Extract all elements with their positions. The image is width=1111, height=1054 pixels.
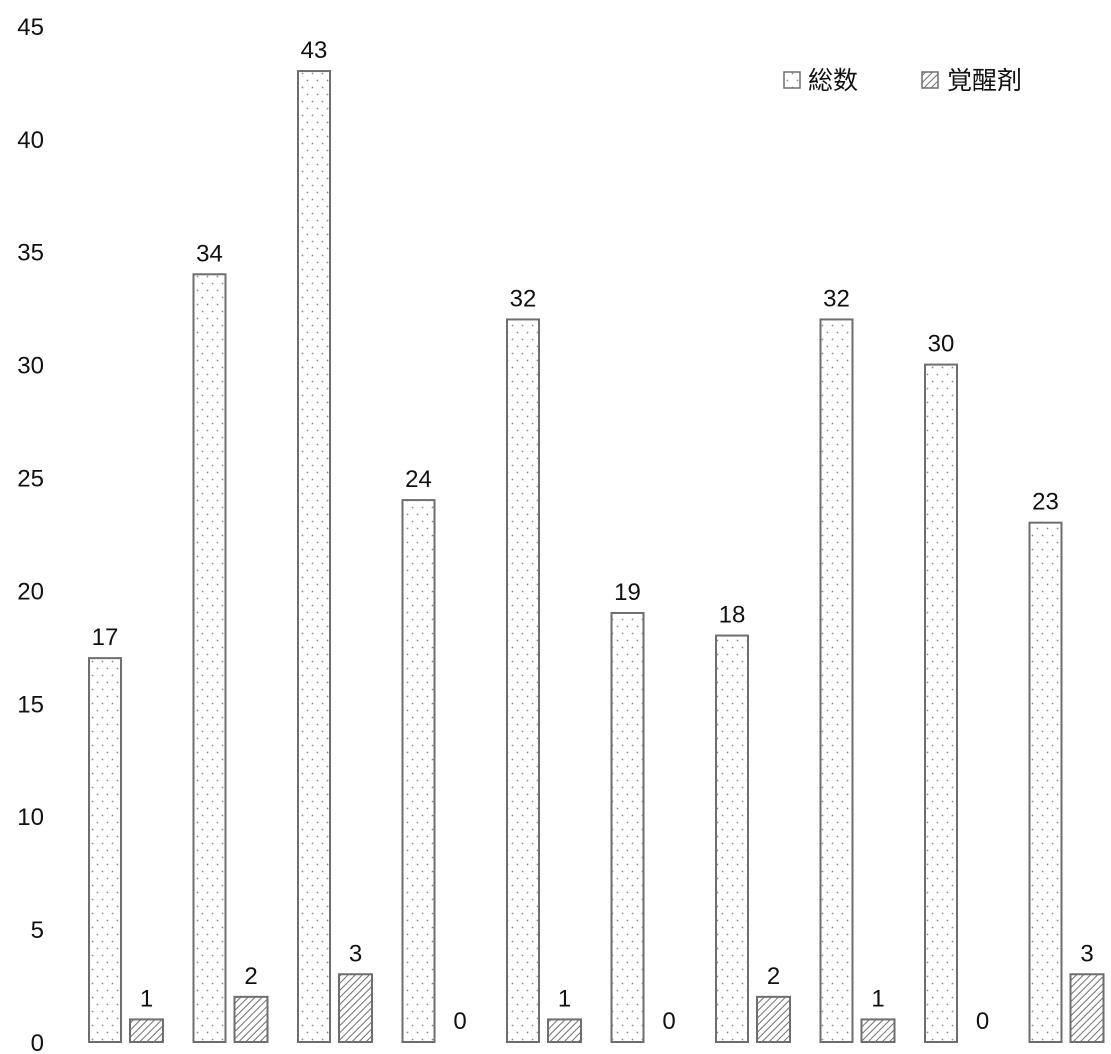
legend-swatch-total: [783, 71, 801, 89]
y-tick-label: 20: [17, 578, 44, 605]
bar-total: [297, 70, 331, 1043]
data-label-total: 18: [719, 602, 746, 629]
data-label-total: 23: [1032, 489, 1059, 516]
data-label-total: 24: [405, 466, 432, 493]
legend-label-stimulant: 覚醒剤: [947, 66, 1022, 95]
y-tick-label: 25: [17, 466, 44, 493]
y-tick-label: 5: [31, 917, 44, 944]
data-label-stimulant: 0: [453, 1008, 466, 1035]
data-label-total: 32: [510, 285, 537, 312]
data-label-stimulant: 3: [349, 940, 362, 967]
y-tick-label: 45: [17, 14, 44, 41]
data-label-stimulant: 0: [976, 1008, 989, 1035]
data-label-stimulant: 2: [767, 963, 780, 990]
bar-total: [1028, 521, 1063, 1043]
bar-total: [924, 363, 958, 1044]
bar-stimulant: [756, 995, 791, 1044]
y-tick-label: 15: [17, 691, 44, 718]
data-label-stimulant: 1: [871, 985, 884, 1012]
bar-stimulant: [860, 1018, 896, 1043]
bar-total: [610, 611, 645, 1043]
bar-total: [715, 634, 749, 1043]
bar-stimulant: [547, 1018, 582, 1043]
data-label-total: 43: [301, 37, 328, 64]
legend: 総数 覚醒剤: [783, 66, 1022, 95]
y-tick-label: 0: [31, 1030, 44, 1054]
data-label-total: 17: [92, 624, 119, 651]
y-tick-label: 40: [17, 127, 44, 154]
y-tick-label: 35: [17, 240, 44, 267]
bar-total: [506, 318, 540, 1043]
bar-total: [819, 318, 854, 1043]
legend-label-total: 総数: [808, 66, 858, 95]
bar-total: [192, 273, 227, 1043]
data-label-stimulant: 1: [558, 985, 571, 1012]
data-label-stimulant: 0: [662, 1008, 675, 1035]
bar-stimulant: [233, 995, 269, 1044]
data-label-total: 19: [614, 579, 641, 606]
bar-stimulant: [129, 1018, 164, 1043]
y-tick-label: 30: [17, 353, 44, 380]
legend-swatch-stimulant: [921, 71, 939, 89]
data-label-total: 32: [823, 285, 850, 312]
bars: [88, 70, 1105, 1044]
data-label-stimulant: 2: [244, 963, 257, 990]
y-tick-label: 10: [17, 804, 44, 831]
data-label-stimulant: 1: [140, 985, 153, 1012]
y-axis: 0 5 10 15 20 25 30 35 40 45: [17, 14, 44, 1054]
bar-stimulant: [338, 973, 373, 1044]
data-label-total: 34: [196, 240, 223, 267]
bar-total: [401, 499, 436, 1043]
data-label-total: 30: [928, 331, 955, 358]
bar-stimulant: [1069, 973, 1105, 1044]
data-label-stimulant: 3: [1080, 940, 1093, 967]
bar-total: [88, 657, 122, 1043]
